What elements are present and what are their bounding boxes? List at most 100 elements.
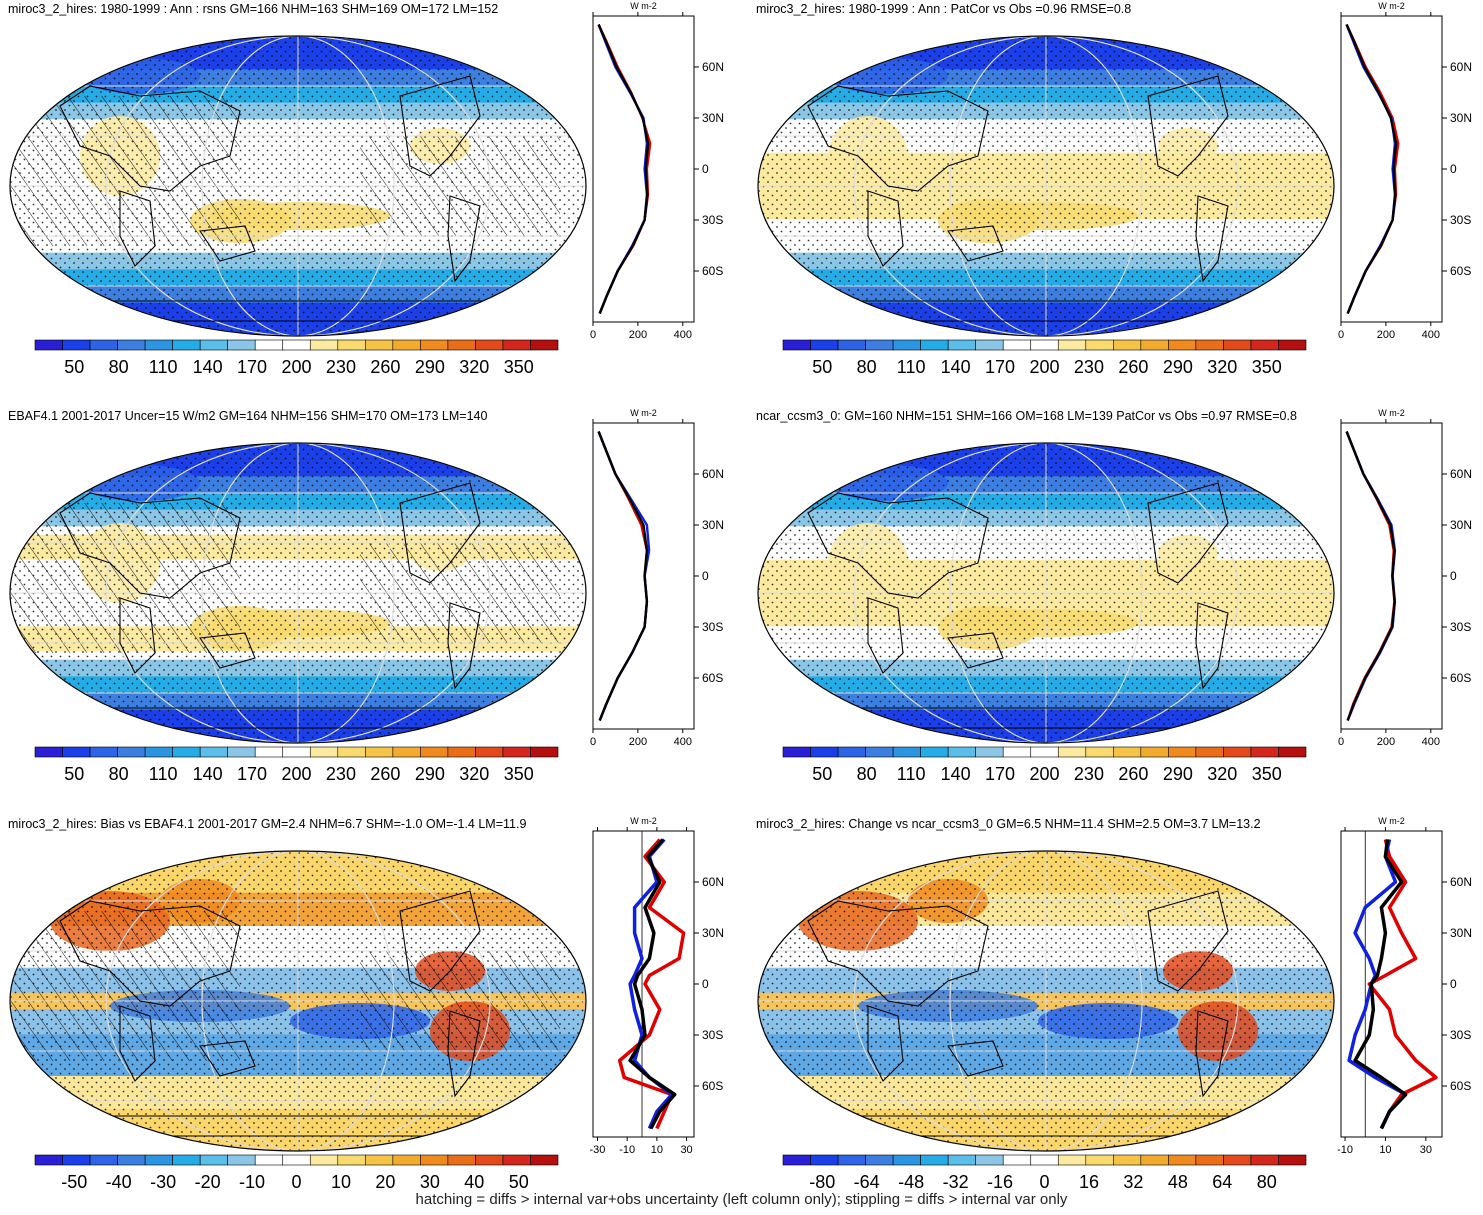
coastline <box>1147 482 1229 584</box>
zonal-profile: 0 200 400 W m-2 60N 30N 0 30S 60S <box>1338 408 1472 748</box>
map-plot <box>757 442 1335 744</box>
colorbar-cell <box>34 746 63 758</box>
profile-y-tick-label: 30S <box>702 213 723 227</box>
profile-y-tick-label: 30N <box>1450 518 1472 532</box>
profile-y-tick-label: 30S <box>1450 213 1471 227</box>
colorbar-tick-label: 64 <box>1212 1172 1232 1192</box>
colorbar-cell <box>62 746 91 758</box>
colorbar-tick-label: 16 <box>1079 1172 1099 1192</box>
colorbar-cell <box>62 339 91 351</box>
colorbar-tick-label: 140 <box>941 357 971 377</box>
colorbar-cell <box>892 1154 921 1166</box>
profile-units-label: W m-2 <box>630 816 657 826</box>
profile-x-tick-label: 200 <box>1377 736 1395 748</box>
colorbar-cell <box>1195 339 1224 351</box>
colorbar: -80 -64 -48 -32 -16 0 16 32 48 64 80 <box>782 1154 1307 1192</box>
colorbar-cell <box>254 746 284 758</box>
colorbar-tick-label: 50 <box>812 764 832 784</box>
colorbar-cell <box>920 339 949 351</box>
panel-title: ncar_ccsm3_0: GM=160 NHM=151 SHM=166 OM=… <box>756 409 1297 423</box>
colorbar-cell <box>1140 746 1169 758</box>
colorbar-tick-label: -32 <box>943 1172 969 1192</box>
coastline <box>807 900 989 1007</box>
profile-x-tick-label: 400 <box>674 736 692 748</box>
colorbar: 50 80 110 140 170 200 230 260 290 320 350 <box>782 746 1307 784</box>
colorbar-tick-label: 80 <box>1257 1172 1277 1192</box>
colorbar-cell <box>1030 339 1059 351</box>
profile-y-tick-label: 60S <box>702 264 723 278</box>
profile-units-label: W m-2 <box>1378 816 1405 826</box>
map-border <box>757 850 1335 1152</box>
coastline <box>947 1040 1004 1077</box>
profile-y-tick-label: 60N <box>702 875 724 889</box>
colorbar-tick-label: 50 <box>509 1172 529 1192</box>
profile-units-label: W m-2 <box>630 408 657 418</box>
map-plot <box>9 442 587 744</box>
panel-title: miroc3_2_hires: 1980-1999 : Ann : PatCor… <box>756 2 1131 16</box>
profile-x-tick-label: 30 <box>1420 1144 1432 1156</box>
colorbar-cell <box>172 746 201 758</box>
profile-series-model <box>1367 839 1438 1130</box>
colorbar-cell <box>1002 339 1032 351</box>
colorbar-cell <box>365 746 394 758</box>
colorbar-cell <box>1085 746 1114 758</box>
coastline <box>867 1005 904 1082</box>
profile-x-tick-label: -10 <box>1337 1144 1353 1156</box>
colorbar-tick-label: 140 <box>941 764 971 784</box>
colorbar-cell <box>1250 746 1279 758</box>
profile-y-tick-label: 60N <box>1450 875 1472 889</box>
profile-x-tick-label: -30 <box>590 1144 606 1156</box>
colorbar-tick-label: 50 <box>812 357 832 377</box>
colorbar-tick-label: 80 <box>109 764 129 784</box>
colorbar-tick-label: 350 <box>504 764 534 784</box>
profile-series-ref <box>628 838 677 1130</box>
colorbar-cell <box>144 746 173 758</box>
colorbar-cell <box>1113 1154 1142 1166</box>
chart-panel: miroc3_2_hires: Change vs ncar_ccsm3_0 G… <box>756 816 1472 1192</box>
profile-x-tick-label: 200 <box>629 736 647 748</box>
colorbar-cell <box>502 339 531 351</box>
colorbar-cell <box>282 339 311 351</box>
colorbar-cell <box>810 339 839 351</box>
colorbar-cell <box>837 1154 866 1166</box>
colorbar-tick-label: 320 <box>1207 764 1237 784</box>
colorbar-cell <box>475 746 504 758</box>
coastline <box>947 225 1004 262</box>
colorbar-cell <box>1195 1154 1224 1166</box>
profile-y-tick-label: 30S <box>702 1028 723 1042</box>
profile-x-tick-label: 0 <box>1338 736 1344 748</box>
colorbar-cell <box>447 746 476 758</box>
map-plot <box>757 35 1335 337</box>
colorbar-cell <box>502 1154 531 1166</box>
profile-x-tick-label: 400 <box>1422 329 1440 341</box>
colorbar-tick-label: -50 <box>61 1172 87 1192</box>
profile-x-tick-label: 0 <box>590 736 596 748</box>
colorbar-tick-label: 0 <box>291 1172 301 1192</box>
map-border <box>757 442 1335 744</box>
colorbar-tick-label: 200 <box>281 357 311 377</box>
chart-panel: miroc3_2_hires: 1980-1999 : Ann : PatCor… <box>756 1 1472 377</box>
profile-series-model <box>617 838 686 1130</box>
colorbar-tick-label: 110 <box>897 764 926 784</box>
profile-y-tick-label: 30N <box>702 111 724 125</box>
colorbar-tick-label: 80 <box>109 357 129 377</box>
colorbar-cell <box>1113 339 1142 351</box>
colorbar-cell <box>975 339 1004 351</box>
colorbar: 50 80 110 140 170 200 230 260 290 320 350 <box>34 746 559 784</box>
profile-units-label: W m-2 <box>1378 1 1405 11</box>
colorbar-cell <box>1168 1154 1197 1166</box>
coastline <box>59 900 241 1007</box>
colorbar-cell <box>1140 1154 1169 1166</box>
map-border <box>9 442 587 744</box>
colorbar-cell <box>975 746 1004 758</box>
colorbar-cell <box>365 339 394 351</box>
colorbar-cell <box>420 339 449 351</box>
coastline <box>1195 602 1229 690</box>
colorbar-cell <box>34 1154 63 1166</box>
colorbar-cell <box>865 746 894 758</box>
colorbar-tick-label: 140 <box>193 357 223 377</box>
map-plot <box>757 850 1335 1152</box>
colorbar-cell <box>337 1154 366 1166</box>
colorbar-tick-label: 320 <box>459 357 489 377</box>
coastline <box>867 190 904 267</box>
